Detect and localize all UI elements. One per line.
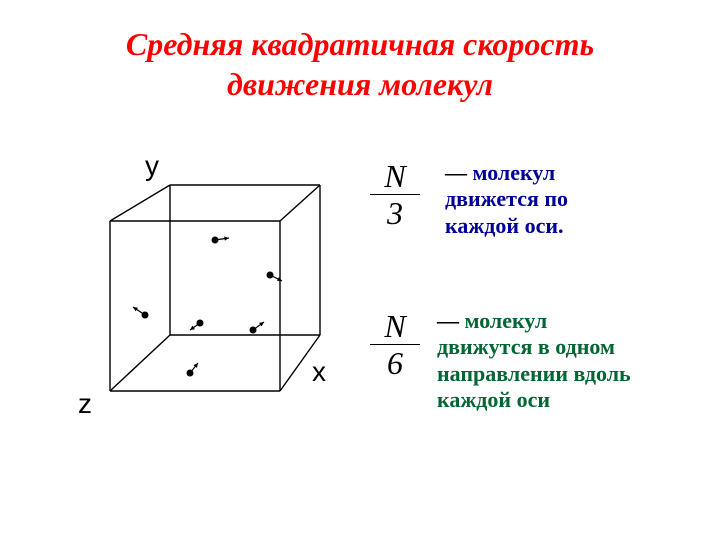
axis-label-y: y <box>145 150 159 182</box>
title-line-2: движения молекул <box>0 66 720 103</box>
formula2-numerator: N <box>370 310 420 342</box>
formula1-numerator: N <box>370 160 420 192</box>
cube-diagram <box>85 155 345 415</box>
axis-label-z: z <box>78 388 92 420</box>
cube-svg <box>85 155 345 415</box>
axis-label-x: x <box>312 356 326 388</box>
formula-n-over-6: N 6 <box>370 310 420 379</box>
formula2-denominator: 6 <box>370 347 420 379</box>
formula-n-over-3: N 3 <box>370 160 420 229</box>
title-line-1: Средняя квадратичная скорость <box>0 26 720 63</box>
explanation-per-axis: — молекулдвижется покаждой оси. <box>445 160 675 239</box>
explanation-per-direction: — молекулдвижутся в одномнаправлении вдо… <box>437 308 697 414</box>
formula1-denominator: 3 <box>370 197 420 229</box>
slide: { "canvas": { "width": 720, "height": 54… <box>0 0 720 540</box>
